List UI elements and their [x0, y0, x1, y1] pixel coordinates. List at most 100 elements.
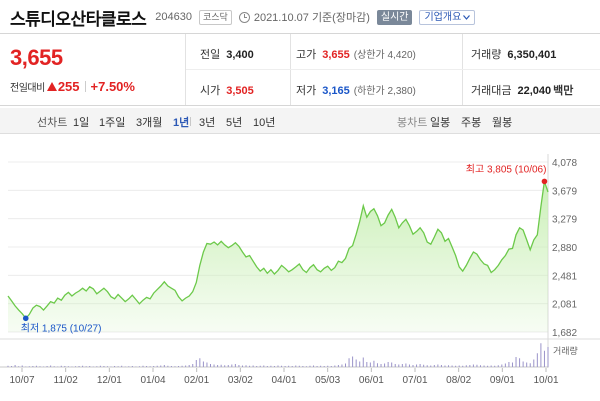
volume-bar [128, 366, 130, 367]
market-tag: 코스닥 [198, 9, 232, 25]
volume-bar [266, 366, 268, 367]
volume-bar [18, 366, 20, 367]
company-overview-button[interactable]: 기업개요 [419, 9, 476, 25]
volume-bar [348, 358, 350, 367]
volume-bar [99, 365, 101, 367]
volume-bar [277, 365, 279, 367]
volume-bar [11, 366, 13, 367]
stock-name: 스튜디오산타클로스 [10, 9, 147, 29]
stat-label: 거래대금 [471, 85, 512, 97]
volume-bar [515, 357, 517, 367]
x-tick-label: 12/01 [97, 375, 122, 386]
volume-bar [522, 361, 524, 367]
max-point-marker [541, 178, 548, 185]
price-panel: 3,655 전일대비 255 +7.50% [0, 34, 186, 105]
volume-bar [188, 365, 190, 367]
volume-bar [487, 365, 489, 367]
stat-value: 6,350,401 [507, 49, 557, 61]
period-5y[interactable]: 5년 [226, 117, 243, 129]
y-tick-label: 2,880 [552, 243, 577, 254]
volume-bar [547, 347, 549, 367]
period-3y[interactable]: 3년 [199, 117, 216, 129]
volume-bar [416, 364, 418, 367]
volume-bar [362, 357, 364, 367]
volume-bar [121, 365, 123, 367]
volume-bar [231, 364, 233, 367]
volume-bar [167, 365, 169, 367]
quote-summary: 3,655 전일대비 255 +7.50% 전일 3,400 고가 3,655 … [0, 33, 600, 106]
min-point-marker [22, 315, 29, 322]
volume-bar [302, 366, 304, 367]
volume-bar [494, 365, 496, 367]
volume-bar [405, 363, 407, 367]
current-price: 3,655 [10, 45, 63, 70]
x-tick-label: 02/01 [184, 375, 209, 386]
volume-bar [543, 350, 545, 367]
volume-bar [451, 365, 453, 367]
volume-bar [92, 366, 94, 367]
volume-bar [60, 365, 62, 367]
volume-bar [323, 366, 325, 367]
volume-bar [480, 365, 481, 367]
volume-bar [46, 366, 48, 367]
volume-bar [320, 365, 322, 367]
period-1d[interactable]: 1일 [73, 117, 90, 129]
volume-bar [281, 365, 283, 367]
volume-bar [472, 364, 474, 367]
x-tick-label: 10/07 [9, 375, 34, 386]
volume-bar [114, 366, 116, 367]
volume-bar [504, 363, 506, 367]
volume-bar [430, 365, 432, 367]
change-amount: 255 [57, 79, 80, 94]
volume-bar [433, 365, 435, 367]
volume-bar [288, 365, 290, 367]
volume-bar [337, 365, 339, 367]
period-1y[interactable]: 1년 [173, 117, 190, 129]
volume-bar [423, 364, 425, 367]
divider [190, 117, 191, 126]
candle-monthly[interactable]: 월봉 [492, 117, 513, 129]
volume-bar [110, 366, 112, 367]
y-tick-label: 2,481 [552, 271, 577, 282]
volume-bar [444, 365, 446, 367]
volume-bar [202, 361, 204, 367]
stat-label: 거래량 [471, 49, 502, 61]
volume-bar [533, 359, 535, 367]
volume-bar [448, 365, 450, 367]
volume-bar [25, 366, 27, 367]
price-chart[interactable]: 4,078 3,679 3,279 2,880 2,481 2,081 1,682 최고 3,… [0, 135, 600, 401]
volume-bar [295, 365, 297, 367]
volume-bar [327, 365, 329, 367]
x-tick-label: 01/04 [140, 375, 165, 386]
volume-bar [305, 366, 307, 367]
volume-bar [245, 365, 247, 367]
change-row: 전일대비 255 +7.50% [10, 79, 135, 94]
period-10y[interactable]: 10년 [253, 117, 276, 129]
candle-chart-label: 봉차트 [397, 117, 428, 129]
volume-bar [298, 365, 300, 367]
volume-bar [156, 365, 158, 367]
lower-limit: (하한가 2,380) [353, 86, 416, 97]
chevron-down-icon [463, 14, 471, 20]
volume-bar [419, 364, 421, 367]
volume-bar [256, 366, 258, 367]
candle-weekly[interactable]: 주봉 [461, 117, 482, 129]
x-tick-label: 10/01 [533, 375, 558, 386]
volume-bar [227, 365, 229, 367]
divider [186, 69, 600, 70]
volume-bar [153, 366, 155, 367]
y-tick-label: 3,279 [552, 215, 577, 226]
volume-bar [273, 366, 275, 367]
volume-bar [192, 364, 194, 367]
volume-bar [185, 365, 187, 367]
candle-daily[interactable]: 일봉 [430, 117, 451, 129]
period-3m[interactable]: 3개월 [136, 117, 163, 129]
volume-bar [210, 364, 211, 367]
live-button[interactable]: 실시간 [376, 9, 413, 25]
volume-bar [224, 365, 226, 367]
change-label: 전일대비 [10, 83, 45, 94]
stat-value: 3,165 [322, 85, 350, 97]
volume-bar [50, 365, 52, 367]
period-1w[interactable]: 1주일 [99, 117, 126, 129]
volume-bar [217, 365, 219, 367]
